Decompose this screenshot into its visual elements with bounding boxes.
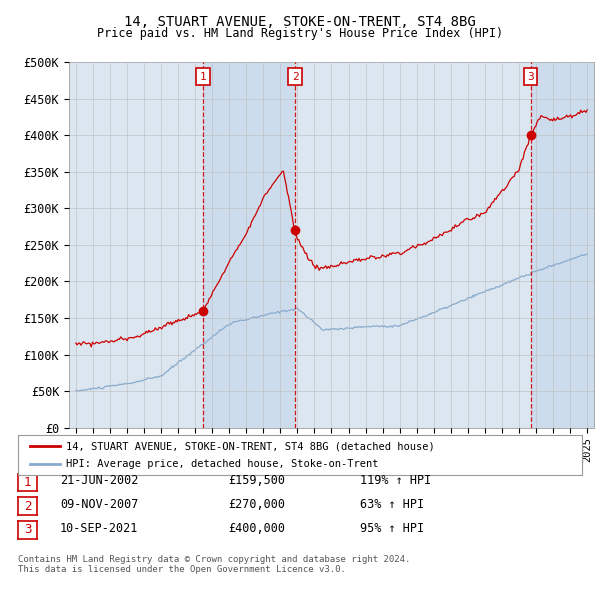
Text: 09-NOV-2007: 09-NOV-2007 — [60, 498, 139, 511]
Text: £270,000: £270,000 — [228, 498, 285, 511]
Text: 3: 3 — [527, 71, 534, 81]
Text: £400,000: £400,000 — [228, 522, 285, 535]
Text: 1: 1 — [200, 71, 206, 81]
Text: 3: 3 — [24, 523, 31, 536]
Text: 2: 2 — [292, 71, 298, 81]
Text: Contains HM Land Registry data © Crown copyright and database right 2024.
This d: Contains HM Land Registry data © Crown c… — [18, 555, 410, 574]
Text: 10-SEP-2021: 10-SEP-2021 — [60, 522, 139, 535]
Text: 119% ↑ HPI: 119% ↑ HPI — [360, 474, 431, 487]
Text: 63% ↑ HPI: 63% ↑ HPI — [360, 498, 424, 511]
Text: 1: 1 — [24, 476, 31, 489]
Text: 14, STUART AVENUE, STOKE-ON-TRENT, ST4 8BG: 14, STUART AVENUE, STOKE-ON-TRENT, ST4 8… — [124, 15, 476, 29]
Text: Price paid vs. HM Land Registry's House Price Index (HPI): Price paid vs. HM Land Registry's House … — [97, 27, 503, 40]
Text: 14, STUART AVENUE, STOKE-ON-TRENT, ST4 8BG (detached house): 14, STUART AVENUE, STOKE-ON-TRENT, ST4 8… — [66, 441, 435, 451]
Text: 2: 2 — [24, 500, 31, 513]
Bar — [531, 62, 594, 428]
Text: 21-JUN-2002: 21-JUN-2002 — [60, 474, 139, 487]
Text: 95% ↑ HPI: 95% ↑ HPI — [360, 522, 424, 535]
Bar — [203, 62, 295, 428]
Text: £159,500: £159,500 — [228, 474, 285, 487]
Text: HPI: Average price, detached house, Stoke-on-Trent: HPI: Average price, detached house, Stok… — [66, 458, 379, 468]
